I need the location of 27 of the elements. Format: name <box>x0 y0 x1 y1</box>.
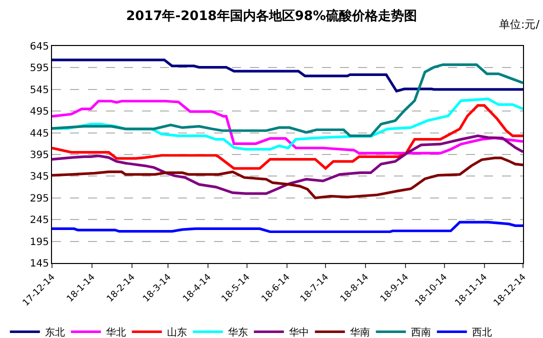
y-tick-label: 245 <box>30 215 49 226</box>
y-tick-label: 545 <box>30 84 49 96</box>
legend-label: 西南 <box>410 326 431 338</box>
line-series <box>52 63 523 138</box>
y-tick-label: 495 <box>30 106 49 118</box>
legend-label: 华南 <box>350 326 370 338</box>
legend-label: 山东 <box>166 326 187 338</box>
legend-label: 华中 <box>288 326 309 338</box>
legend-label: 华北 <box>106 326 126 338</box>
legend-label: 华东 <box>228 326 248 338</box>
line-series <box>52 104 523 170</box>
y-tick-label: 195 <box>30 236 49 248</box>
line-series <box>52 134 523 195</box>
text: 单位:元/ <box>499 18 540 31</box>
line-series <box>52 156 523 200</box>
y-tick-label: 445 <box>30 128 49 140</box>
y-tick-label: 295 <box>30 193 49 204</box>
legend-label: 东北 <box>44 326 65 338</box>
y-tick-label: 645 <box>30 42 49 52</box>
line-series <box>52 58 523 92</box>
y-tick-label: 345 <box>30 172 49 183</box>
y-tick-label: 395 <box>30 150 49 161</box>
y-tick-label: 595 <box>30 63 49 74</box>
y-tick-label: 145 <box>30 258 49 270</box>
chart-title: 2017年-2018年国内各地区98%硫酸价格走势图 <box>126 8 417 24</box>
legend-label: 西北 <box>472 326 492 338</box>
line-series <box>52 220 523 234</box>
